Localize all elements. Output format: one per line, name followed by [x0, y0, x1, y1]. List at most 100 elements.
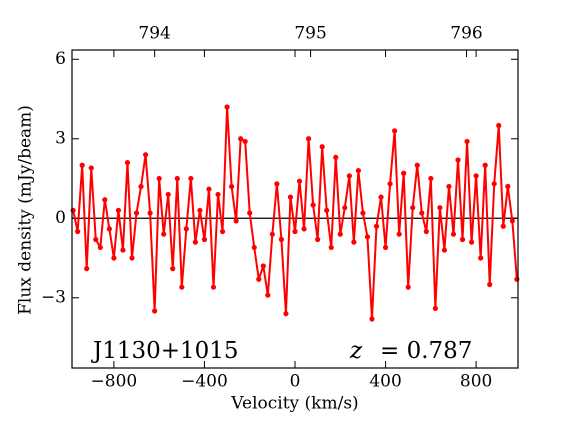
y-tick-label: 6 [55, 49, 66, 69]
data-point [120, 247, 126, 253]
data-point [496, 122, 502, 129]
data-point [315, 236, 321, 243]
data-point [405, 284, 411, 290]
x-tick-label: 800 [460, 372, 492, 392]
data-point [346, 173, 352, 179]
data-point [115, 207, 122, 213]
data-point [487, 281, 493, 288]
data-point [79, 162, 85, 168]
data-point [84, 266, 90, 272]
data-point [459, 236, 466, 243]
x-tick-label: −400 [181, 372, 228, 392]
data-point [441, 247, 448, 253]
data-point [129, 255, 135, 261]
data-point [337, 231, 343, 237]
redshift-symbol: z [349, 338, 363, 364]
data-point [174, 175, 180, 182]
data-point [152, 308, 158, 314]
data-point [360, 210, 366, 216]
data-point [179, 284, 185, 290]
data-point [419, 210, 425, 216]
data-point [305, 136, 312, 142]
x2-tick-label: 794 [138, 24, 170, 44]
y-tick-label: 3 [55, 128, 66, 148]
data-point [233, 218, 239, 224]
data-point [156, 175, 162, 182]
data-point [219, 228, 226, 235]
data-point [88, 165, 94, 171]
data-point [450, 231, 457, 237]
data-point [210, 284, 217, 290]
data-point [351, 239, 357, 245]
data-point [269, 231, 275, 237]
data-point [197, 207, 203, 213]
data-point [93, 236, 99, 243]
data-point [401, 170, 407, 176]
x-axis-label: Velocity (km/s) [230, 394, 358, 414]
data-point [247, 210, 253, 216]
data-point [283, 311, 289, 317]
data-point [505, 183, 511, 190]
data-point [256, 276, 262, 282]
data-point [387, 181, 393, 187]
data-point [206, 186, 212, 192]
data-point [491, 181, 497, 187]
data-point [75, 228, 81, 235]
data-point [482, 162, 488, 168]
data-point [229, 183, 235, 190]
data-point [473, 173, 479, 179]
data-point [364, 234, 371, 240]
data-point [165, 191, 171, 198]
data-point [251, 244, 257, 251]
y-tick-label: 0 [55, 208, 66, 228]
data-point [260, 263, 266, 269]
data-point [124, 160, 131, 166]
data-point [192, 239, 198, 245]
data-point [292, 228, 298, 235]
data-point [410, 205, 416, 211]
data-point [514, 276, 520, 282]
data-point [342, 205, 348, 211]
data-point [224, 104, 230, 110]
source-label: J1130+1015 [91, 338, 239, 364]
x-tick-label: 0 [290, 372, 301, 392]
series-line [72, 106, 518, 320]
data-point [274, 181, 280, 187]
y-axis-label: Flux density (mJy/beam) [16, 105, 36, 315]
data-point [265, 292, 271, 298]
data-point [161, 231, 167, 237]
data-point [373, 223, 380, 229]
data-point [414, 162, 420, 168]
data-point [287, 194, 294, 200]
data-point [509, 218, 515, 224]
data-point [423, 228, 429, 235]
data-point [296, 178, 303, 184]
data-point [455, 157, 461, 163]
data-point [369, 316, 375, 322]
data-point [106, 226, 112, 232]
data-point [278, 236, 285, 243]
data-point [428, 175, 434, 182]
data-point [133, 210, 140, 216]
data-point [382, 244, 389, 251]
data-point [396, 231, 402, 237]
data-point [333, 154, 339, 160]
data-point [478, 255, 484, 261]
data-point [310, 202, 316, 208]
data-point [437, 205, 443, 211]
data-point [355, 167, 361, 174]
y-tick-label: −3 [41, 287, 66, 307]
data-point [378, 194, 384, 200]
data-point [170, 266, 176, 272]
data-point [464, 138, 470, 145]
data-point [324, 207, 330, 213]
x2-tick-label: 796 [450, 24, 482, 44]
data-point [111, 255, 117, 261]
redshift-text: = 0.787 [380, 338, 472, 364]
data-point [183, 226, 189, 232]
data-point [242, 138, 248, 145]
data-point [102, 197, 108, 203]
x-tick-label: −800 [91, 372, 138, 392]
data-point [328, 244, 334, 251]
